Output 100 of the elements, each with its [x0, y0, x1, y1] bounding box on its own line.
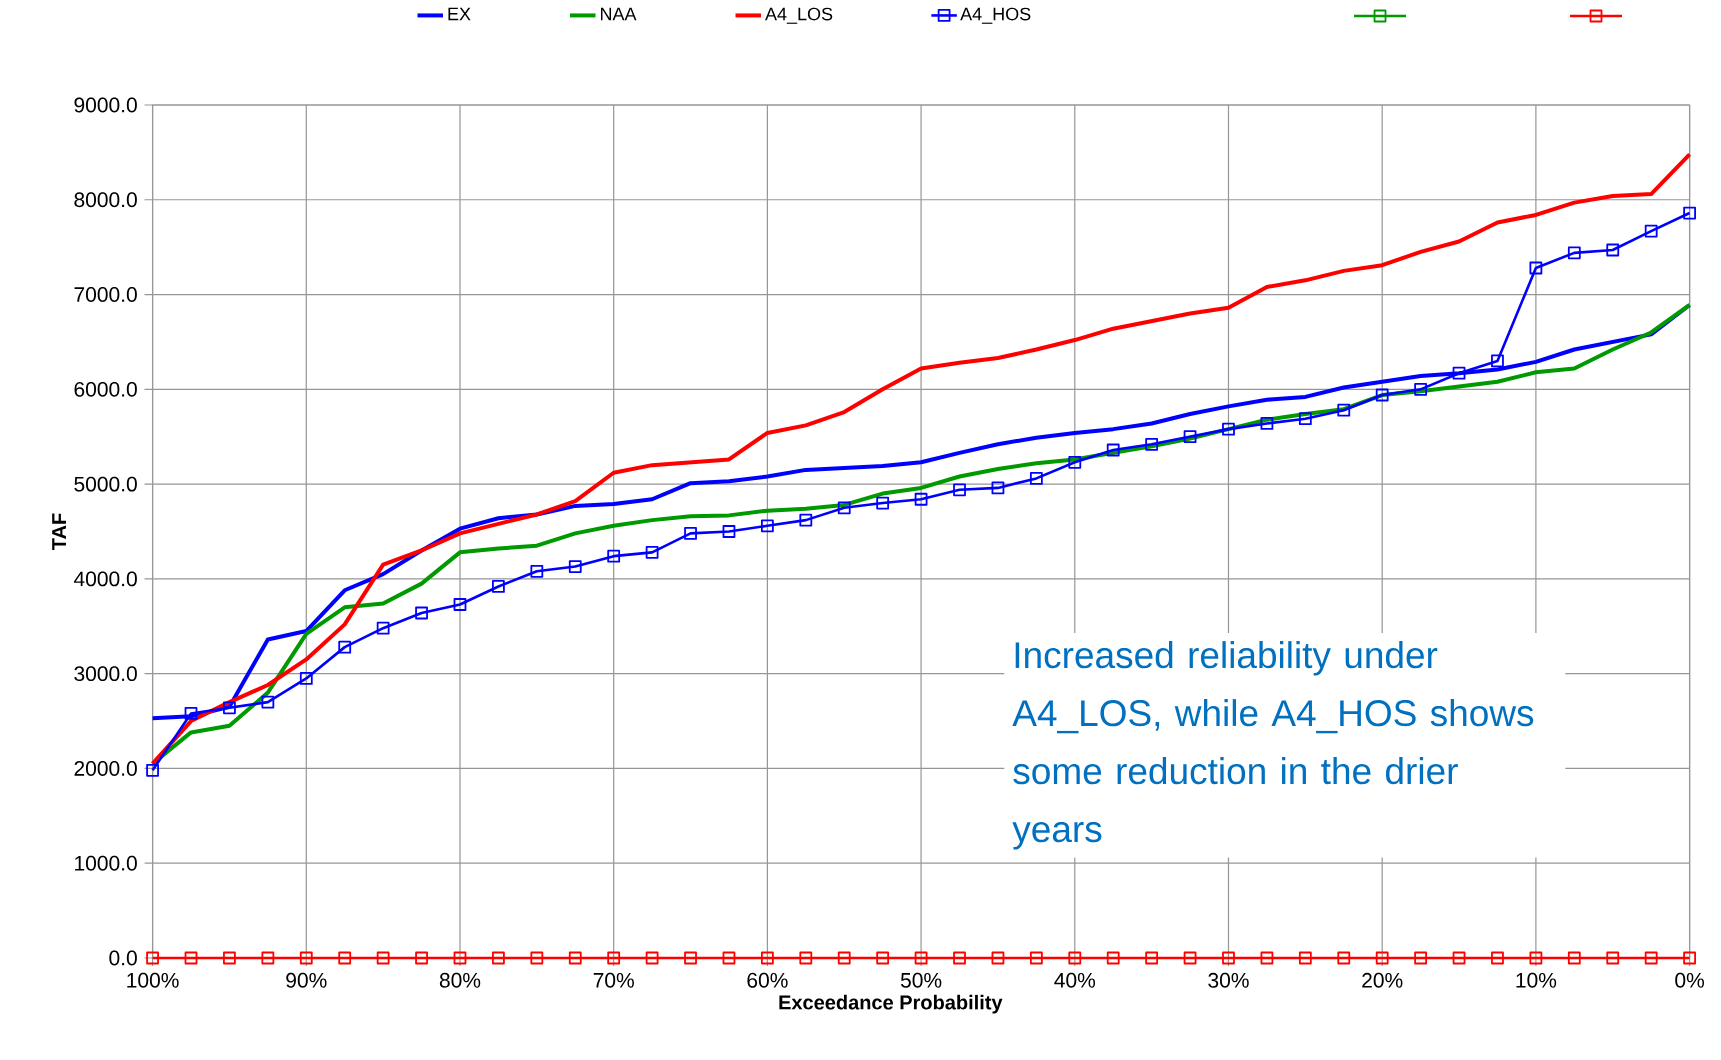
point — [299, 951, 313, 965]
point — [261, 695, 275, 709]
point — [1222, 422, 1235, 436]
point — [607, 951, 621, 965]
point — [1183, 430, 1197, 444]
legend-label: EX — [448, 7, 471, 21]
x-tick-label: 50% — [900, 972, 942, 988]
point — [453, 951, 467, 965]
point — [876, 496, 890, 510]
point — [1337, 951, 1351, 965]
y-tick-label: 4000.0 — [73, 571, 137, 587]
point — [568, 560, 582, 573]
point — [1644, 224, 1658, 238]
point — [261, 951, 275, 965]
point — [1337, 403, 1351, 417]
legend-label: A4_LOS — [765, 7, 833, 24]
point — [1029, 951, 1043, 965]
point — [184, 707, 198, 720]
point — [1298, 951, 1312, 965]
point — [415, 951, 428, 965]
point — [1567, 246, 1581, 260]
point — [184, 951, 198, 965]
point — [1414, 951, 1428, 965]
point — [415, 606, 428, 620]
point — [146, 763, 159, 777]
point — [338, 951, 352, 965]
y-tick-label: 7000.0 — [74, 287, 137, 302]
point — [568, 951, 582, 965]
point — [223, 701, 236, 715]
y-tick-label: 8000.0 — [74, 192, 137, 208]
x-tick-label: 40% — [1054, 972, 1096, 988]
y-axis-title: TAF — [52, 513, 66, 550]
y-tick-label: 3000.0 — [74, 666, 137, 682]
point — [1683, 206, 1696, 220]
point — [1529, 261, 1543, 275]
point — [530, 951, 544, 965]
point — [1260, 951, 1274, 965]
point — [299, 672, 313, 685]
point — [991, 951, 1005, 965]
point — [799, 513, 813, 527]
point — [453, 598, 467, 611]
point — [1491, 951, 1504, 965]
point — [607, 549, 621, 563]
point — [991, 481, 1005, 495]
point — [492, 580, 505, 593]
legend-label: NAA — [600, 7, 637, 21]
point — [645, 951, 659, 965]
point — [1491, 354, 1504, 368]
point — [914, 951, 928, 965]
point — [1183, 951, 1197, 965]
y-tick-label: 9000.0 — [74, 97, 137, 113]
point — [1068, 951, 1082, 965]
point — [1683, 951, 1696, 965]
point — [1106, 951, 1120, 965]
point — [760, 519, 774, 533]
point — [914, 492, 928, 506]
point — [1606, 951, 1620, 965]
point — [1452, 366, 1466, 380]
point — [1414, 382, 1428, 396]
legend-label: A4_HOS — [960, 7, 1031, 24]
x-tick-label: 0% — [1675, 972, 1705, 988]
point — [492, 951, 505, 965]
x-tick-label: 70% — [593, 972, 634, 988]
point — [376, 621, 390, 635]
point — [953, 483, 966, 497]
point — [1106, 443, 1120, 457]
x-tick-label: 60% — [747, 972, 788, 988]
point — [837, 951, 851, 965]
point — [146, 951, 159, 965]
x-tick-label: 80% — [439, 972, 481, 988]
point — [1029, 472, 1043, 485]
point — [722, 951, 736, 965]
y-tick-label: 6000.0 — [74, 381, 137, 397]
point — [1375, 388, 1389, 402]
point — [645, 545, 659, 559]
annotation: Increased reliability under A4_LOS, while A4_HOS shows some reduction in the drier years — [1012, 641, 1534, 850]
point — [1260, 417, 1274, 430]
point — [1567, 951, 1581, 965]
point — [338, 640, 352, 654]
point — [953, 951, 966, 965]
y-tick-label: 1000.0 — [75, 855, 137, 871]
point — [799, 951, 813, 965]
point — [760, 951, 774, 965]
point — [1606, 243, 1620, 257]
point — [376, 951, 390, 965]
x-axis-title: Exceedance Probability — [779, 994, 1003, 1014]
point — [223, 951, 236, 965]
point — [530, 564, 544, 578]
point — [1145, 437, 1159, 451]
point — [1222, 951, 1235, 965]
point — [876, 951, 890, 965]
point — [1375, 951, 1389, 965]
x-tick-label: 30% — [1208, 972, 1249, 988]
point — [684, 951, 697, 965]
point — [1068, 455, 1082, 469]
point — [1452, 951, 1466, 965]
x-tick-label: 90% — [286, 972, 327, 988]
x-tick-label: 100% — [127, 972, 179, 988]
y-tick-label: 5000.0 — [74, 476, 137, 492]
x-tick-label: 10% — [1516, 972, 1557, 988]
